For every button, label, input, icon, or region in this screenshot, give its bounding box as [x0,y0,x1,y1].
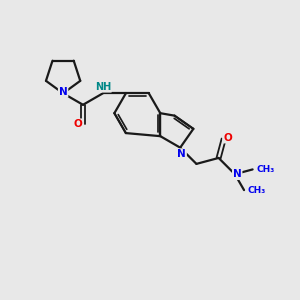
Text: CH₃: CH₃ [248,186,266,195]
Text: N: N [59,87,68,97]
Text: N: N [177,149,186,159]
Text: CH₃: CH₃ [256,165,275,174]
Text: NH: NH [95,82,111,92]
Text: N: N [233,169,242,179]
Text: O: O [223,133,232,142]
Text: O: O [73,119,82,129]
